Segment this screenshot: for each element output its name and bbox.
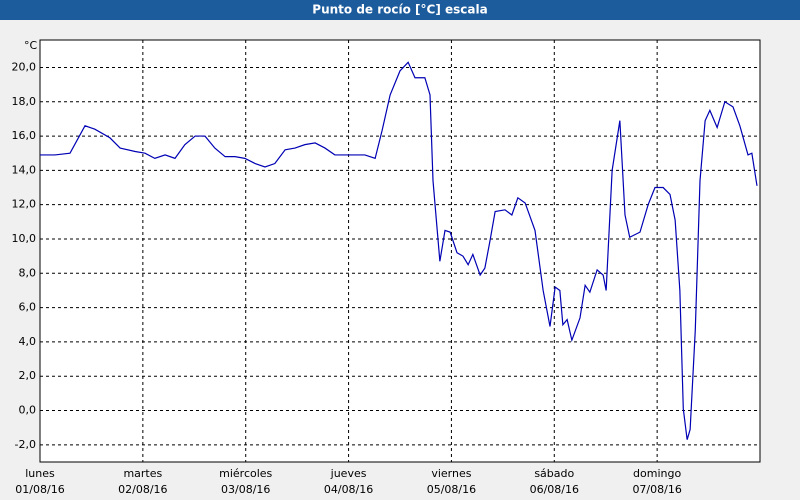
x-tick-label: sábado (534, 467, 574, 480)
y-tick-label: 18,0 (12, 95, 37, 108)
y-tick-label: -2,0 (15, 438, 36, 451)
x-tick-date: 02/08/16 (118, 483, 167, 496)
y-tick-label: 0,0 (19, 404, 37, 417)
y-tick-label: 6,0 (19, 301, 37, 314)
x-tick-label: martes (123, 467, 162, 480)
data-line (40, 61, 758, 440)
x-tick-label: miércoles (219, 467, 272, 480)
x-tick-date: 01/08/16 (15, 483, 64, 496)
y-axis-label: °C (24, 39, 38, 52)
plot-area (39, 39, 761, 463)
y-tick-label: 16,0 (12, 129, 37, 142)
y-tick-label: 2,0 (19, 369, 37, 382)
y-tick-label: 4,0 (19, 335, 37, 348)
x-tick-label: jueves (330, 467, 367, 480)
x-tick-label: lunes (25, 467, 55, 480)
y-tick-label: 14,0 (12, 163, 37, 176)
chart-title: Punto de rocío [°C] escala (312, 3, 487, 17)
y-tick-label: 8,0 (19, 266, 37, 279)
x-tick-date: 06/08/16 (530, 483, 579, 496)
x-tick-date: 04/08/16 (324, 483, 373, 496)
x-tick-date: 05/08/16 (427, 483, 476, 496)
y-tick-label: 20,0 (12, 60, 37, 73)
y-tick-label: 12,0 (12, 198, 37, 211)
x-tick-label: viernes (431, 467, 471, 480)
x-tick-label: domingo (633, 467, 681, 480)
x-tick-date: 07/08/16 (632, 483, 681, 496)
title-bar (0, 0, 800, 20)
x-tick-date: 03/08/16 (221, 483, 270, 496)
y-tick-label: 10,0 (12, 232, 37, 245)
